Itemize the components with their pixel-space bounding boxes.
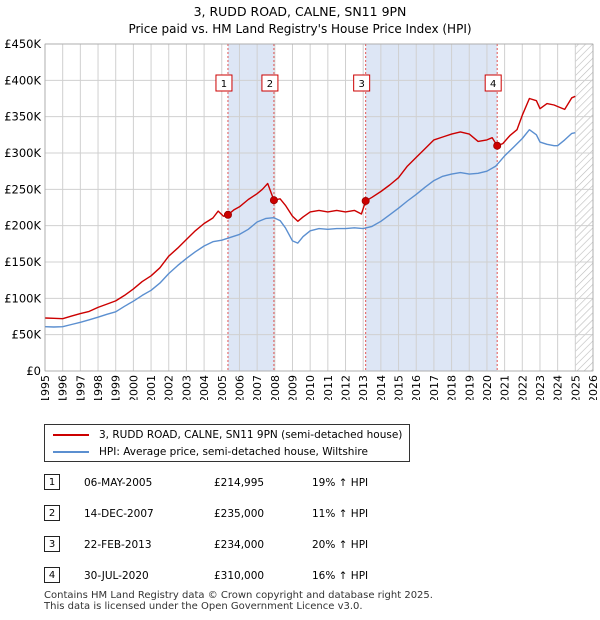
transaction-date: 30-JUL-2020 [84,570,149,582]
x-tick-label: 1998 [92,375,105,400]
x-tick-label: 2002 [163,375,176,400]
y-tick-label: £300K [4,146,41,160]
x-tick-label: 2011 [322,375,335,400]
x-tick-label: 2017 [428,375,441,400]
transaction-date: 06-MAY-2005 [84,477,153,489]
transaction-date: 14-DEC-2007 [84,508,154,520]
y-tick-label: £250K [4,182,41,196]
y-tick-label: £350K [4,110,41,124]
x-tick-label: 1996 [57,375,70,400]
footer: Contains HM Land Registry data © Crown c… [44,590,433,612]
x-tick-label: 2019 [463,375,476,400]
transaction-price: £310,000 [214,570,265,582]
legend: 3, RUDD ROAD, CALNE, SN11 9PN (semi-deta… [44,424,410,462]
transaction-point [361,196,370,205]
footer-license: This data is licensed under the Open Gov… [44,601,363,612]
x-tick-label: 2012 [340,375,353,400]
transaction-label-box [353,74,371,92]
x-tick-label: 2016 [410,375,423,400]
x-tick-label: 2001 [145,375,158,400]
x-tick-label: 2020 [481,375,494,400]
legend-swatch-hpi [53,451,89,453]
transaction-label-text: 4 [490,79,496,90]
x-tick-label: 2003 [180,375,193,400]
transaction-label-text: 3 [358,79,364,90]
x-tick-label: 1999 [110,375,123,400]
ownership-period-shade [227,44,274,371]
y-tick-label: £0 [26,364,41,378]
transaction-price: £234,000 [214,539,265,551]
x-tick-label: 2015 [393,375,406,400]
footer-copyright: Contains HM Land Registry data © Crown c… [44,590,433,601]
x-tick-label: 2026 [587,375,600,400]
x-tick-label: 1995 [39,375,52,400]
y-tick-label: £100K [4,291,41,305]
transaction-hpi-diff: 11% ↑ HPI [312,508,369,520]
legend-label-hpi: HPI: Average price, semi-detached house,… [99,446,368,458]
y-tick-label: £150K [4,255,41,269]
transaction-hpi-diff: 16% ↑ HPI [312,570,369,582]
transaction-label-text: 2 [267,79,273,90]
x-tick-label: 2018 [446,375,459,400]
chart-subtitle: Price paid vs. HM Land Registry's House … [128,22,471,36]
x-tick-label: 2009 [286,375,299,400]
legend-swatch-property [53,434,89,436]
transaction-date: 22-FEB-2013 [84,539,152,551]
y-tick-label: £50K [12,328,42,342]
x-tick-label: 2022 [516,375,529,400]
x-tick-label: 2024 [552,375,565,400]
x-tick-label: 2013 [357,375,370,400]
y-tick-label: £450K [4,37,41,51]
x-tick-label: 2005 [216,375,229,400]
ownership-period-shade [365,44,498,371]
x-tick-label: 2023 [534,375,547,400]
x-tick-label: 2008 [269,375,282,400]
hpi-line [44,128,576,328]
x-tick-label: 2025 [569,375,582,400]
x-tick-label: 2014 [375,375,388,400]
plot-area-frame [44,43,594,372]
transaction-point [493,141,502,150]
legend-label-property: 3, RUDD ROAD, CALNE, SN11 9PN (semi-deta… [99,429,403,441]
chart: 3, RUDD ROAD, CALNE, SN11 9PN Price paid… [4,4,600,400]
transaction-number-badge: 1 [44,474,60,490]
x-tick-label: 2006 [233,375,246,400]
chart-title: 3, RUDD ROAD, CALNE, SN11 9PN [194,4,407,19]
transaction-price: £235,000 [214,508,265,520]
property-price-line [44,95,576,320]
x-tick-label: 2004 [198,375,211,400]
transaction-point [223,210,232,219]
x-tick-label: 2000 [127,375,140,400]
transaction-label-box [261,74,279,92]
transaction-label-box [215,74,233,92]
transaction-number-badge: 4 [44,567,60,583]
transaction-number-badge: 2 [44,505,60,521]
transaction-price: £214,995 [214,477,265,489]
legend-item-hpi: HPI: Average price, semi-detached house,… [53,444,368,460]
legend-item-property: 3, RUDD ROAD, CALNE, SN11 9PN (semi-deta… [53,427,402,443]
transaction-hpi-diff: 19% ↑ HPI [312,477,369,489]
y-tick-label: £400K [4,73,41,87]
transaction-number-badge: 3 [44,536,60,552]
x-tick-label: 2007 [251,375,264,400]
transaction-label-text: 1 [221,79,227,90]
x-tick-label: 2021 [499,375,512,400]
x-tick-label: 2010 [304,375,317,400]
x-tick-label: 1997 [74,375,87,400]
future-hatch-region [575,44,593,371]
transaction-point [269,196,278,205]
transaction-hpi-diff: 20% ↑ HPI [312,539,369,551]
transaction-label-box [484,74,502,92]
y-tick-label: £200K [4,219,41,233]
